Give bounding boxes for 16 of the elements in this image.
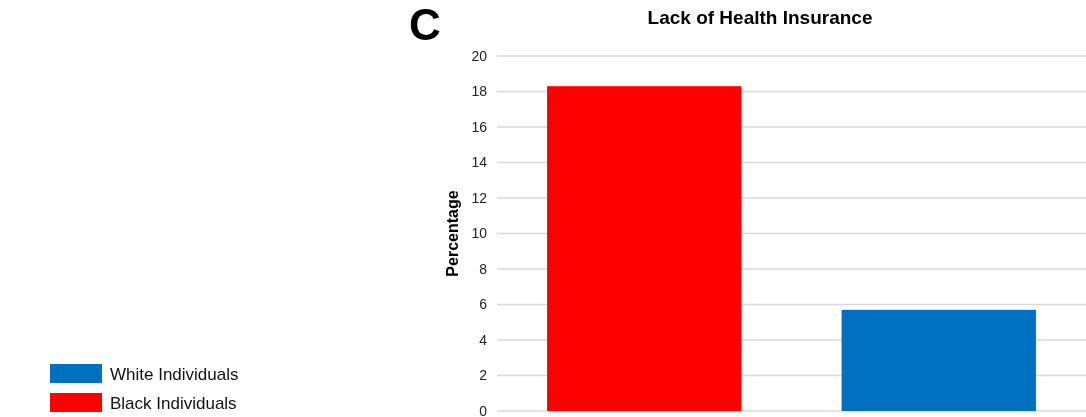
legend-label: White Individuals bbox=[110, 364, 239, 384]
text: C bbox=[409, 0, 441, 49]
y-tick-label: 4 bbox=[479, 331, 488, 348]
y-tick-label: 16 bbox=[471, 118, 488, 135]
y-tick-label: 12 bbox=[471, 189, 488, 206]
y-tick-label: 20 bbox=[471, 47, 488, 64]
chart-title: Lack of Health Insurance bbox=[647, 7, 873, 28]
y-axis-title: Percentage bbox=[444, 190, 461, 277]
legend-label: Black Individuals bbox=[110, 393, 237, 413]
y-tick-label: 8 bbox=[479, 260, 488, 277]
y-tick-label: 14 bbox=[471, 154, 488, 171]
y-tick-label: 6 bbox=[479, 296, 488, 313]
y-tick-label: 18 bbox=[471, 83, 488, 100]
y-tick-label: 0 bbox=[479, 402, 488, 417]
y-tick-label: 10 bbox=[471, 225, 488, 242]
y-tick-label: 2 bbox=[479, 367, 488, 384]
